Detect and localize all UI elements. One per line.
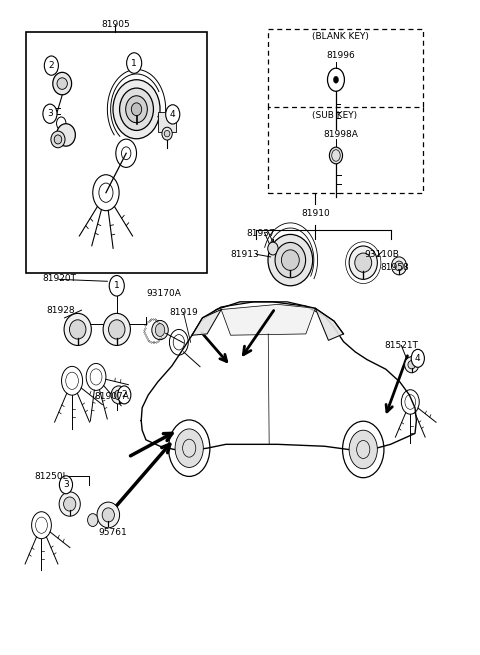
Circle shape bbox=[44, 56, 59, 75]
Ellipse shape bbox=[111, 386, 126, 404]
Ellipse shape bbox=[152, 320, 168, 340]
Ellipse shape bbox=[54, 135, 62, 144]
Circle shape bbox=[156, 324, 165, 337]
Text: 81958: 81958 bbox=[381, 263, 409, 272]
Circle shape bbox=[166, 105, 180, 124]
Ellipse shape bbox=[97, 502, 120, 528]
Text: 81910: 81910 bbox=[301, 209, 330, 217]
Circle shape bbox=[60, 476, 72, 494]
Text: 4: 4 bbox=[415, 354, 420, 363]
Ellipse shape bbox=[70, 320, 86, 339]
Text: 81250L: 81250L bbox=[34, 472, 68, 481]
Text: 81907A: 81907A bbox=[95, 392, 130, 401]
Polygon shape bbox=[192, 310, 221, 335]
Ellipse shape bbox=[355, 253, 372, 272]
Text: 81937: 81937 bbox=[247, 229, 276, 238]
Ellipse shape bbox=[392, 257, 407, 275]
Ellipse shape bbox=[281, 250, 299, 271]
Ellipse shape bbox=[408, 360, 416, 369]
Ellipse shape bbox=[120, 88, 154, 130]
Text: 81905: 81905 bbox=[101, 20, 130, 29]
Text: 3: 3 bbox=[63, 480, 69, 489]
Circle shape bbox=[357, 440, 370, 458]
Circle shape bbox=[118, 386, 131, 404]
Bar bbox=[26, 32, 207, 273]
Text: 1: 1 bbox=[114, 281, 120, 290]
Ellipse shape bbox=[103, 313, 131, 345]
Ellipse shape bbox=[405, 357, 419, 373]
Bar bbox=[157, 113, 177, 132]
Text: 81521T: 81521T bbox=[384, 341, 419, 350]
Circle shape bbox=[109, 276, 124, 296]
Ellipse shape bbox=[126, 96, 147, 122]
Text: 81920T: 81920T bbox=[42, 274, 76, 282]
Text: 1: 1 bbox=[132, 58, 137, 67]
Text: 3: 3 bbox=[47, 109, 53, 119]
Text: 81913: 81913 bbox=[230, 250, 259, 259]
Ellipse shape bbox=[87, 514, 98, 527]
Ellipse shape bbox=[275, 242, 306, 278]
Circle shape bbox=[127, 53, 142, 73]
Polygon shape bbox=[315, 309, 344, 341]
Ellipse shape bbox=[329, 147, 343, 164]
Circle shape bbox=[43, 104, 57, 123]
Ellipse shape bbox=[102, 508, 114, 522]
Text: 81919: 81919 bbox=[169, 309, 198, 317]
Text: 81928: 81928 bbox=[46, 306, 74, 314]
Circle shape bbox=[182, 440, 196, 457]
Text: (SUB KEY): (SUB KEY) bbox=[312, 111, 357, 120]
Text: 81996: 81996 bbox=[326, 51, 355, 60]
Ellipse shape bbox=[114, 390, 123, 400]
Ellipse shape bbox=[108, 320, 125, 339]
Circle shape bbox=[334, 76, 338, 83]
Ellipse shape bbox=[63, 497, 76, 511]
Ellipse shape bbox=[132, 103, 142, 116]
Ellipse shape bbox=[113, 80, 160, 139]
Text: (BLANK KEY): (BLANK KEY) bbox=[312, 31, 369, 41]
Bar bbox=[268, 107, 423, 193]
Polygon shape bbox=[221, 305, 315, 335]
Ellipse shape bbox=[268, 234, 312, 286]
Ellipse shape bbox=[57, 124, 75, 146]
Text: 93110B: 93110B bbox=[365, 250, 399, 259]
Circle shape bbox=[349, 430, 377, 469]
Text: 93170A: 93170A bbox=[146, 289, 181, 298]
Ellipse shape bbox=[395, 261, 403, 271]
Ellipse shape bbox=[268, 242, 278, 255]
Ellipse shape bbox=[53, 72, 72, 95]
Text: 4: 4 bbox=[170, 110, 176, 119]
Text: 2: 2 bbox=[48, 61, 54, 70]
Ellipse shape bbox=[349, 246, 377, 279]
Text: 95761: 95761 bbox=[98, 529, 127, 537]
Ellipse shape bbox=[162, 127, 172, 140]
Bar bbox=[268, 29, 423, 109]
Ellipse shape bbox=[164, 130, 170, 137]
Circle shape bbox=[411, 349, 424, 367]
Text: 2: 2 bbox=[121, 390, 127, 400]
Ellipse shape bbox=[64, 313, 91, 345]
Text: 81998A: 81998A bbox=[323, 130, 358, 140]
Ellipse shape bbox=[59, 492, 80, 516]
Ellipse shape bbox=[57, 78, 67, 89]
Ellipse shape bbox=[51, 131, 65, 148]
Circle shape bbox=[175, 429, 204, 468]
